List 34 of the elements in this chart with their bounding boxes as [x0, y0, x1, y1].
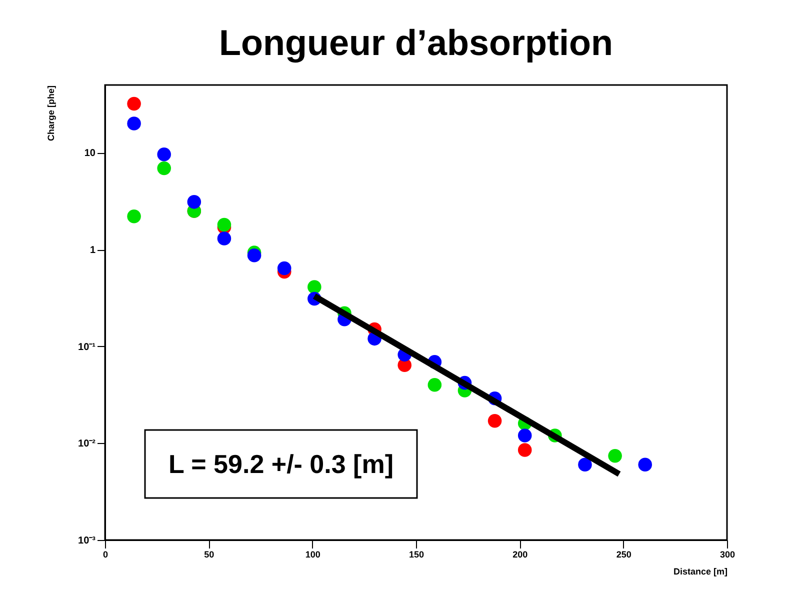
x-tick-label: 100 — [305, 550, 320, 560]
annotation: L = 59.2 +/- 0.3 [m] — [168, 449, 394, 479]
point — [578, 458, 592, 472]
y-tick-label: 10⁻³ — [78, 536, 96, 546]
x-tick-label: 250 — [616, 550, 632, 560]
x-tick-label: 150 — [408, 550, 424, 560]
x-axis-title: Distance [m] — [673, 566, 728, 576]
point — [127, 96, 141, 111]
y-axis-title: Charge [phe] — [46, 86, 56, 142]
y-tick-label: 10 — [84, 148, 96, 160]
point — [187, 195, 202, 209]
y-tick-label: 10⁻¹ — [78, 342, 96, 353]
x-tick-label: 50 — [204, 550, 214, 560]
point — [518, 443, 532, 457]
x-tick-label: 0 — [102, 550, 108, 560]
point — [217, 218, 232, 232]
point — [127, 116, 141, 130]
point — [157, 161, 171, 176]
point — [247, 248, 262, 262]
point — [277, 261, 292, 276]
y-tick-label: 1 — [90, 245, 96, 256]
point — [157, 148, 171, 162]
x-tick-label: 300 — [720, 550, 736, 560]
x-tick-label: 200 — [512, 550, 528, 560]
y-tick-label: 10⁻² — [78, 438, 96, 450]
point — [308, 280, 322, 294]
point — [518, 428, 532, 442]
point — [638, 458, 652, 472]
point — [488, 414, 502, 428]
point — [217, 232, 232, 246]
point — [608, 448, 622, 463]
point — [127, 209, 141, 224]
point — [428, 378, 442, 392]
chart-title: Longueur d’absorption — [219, 22, 613, 63]
